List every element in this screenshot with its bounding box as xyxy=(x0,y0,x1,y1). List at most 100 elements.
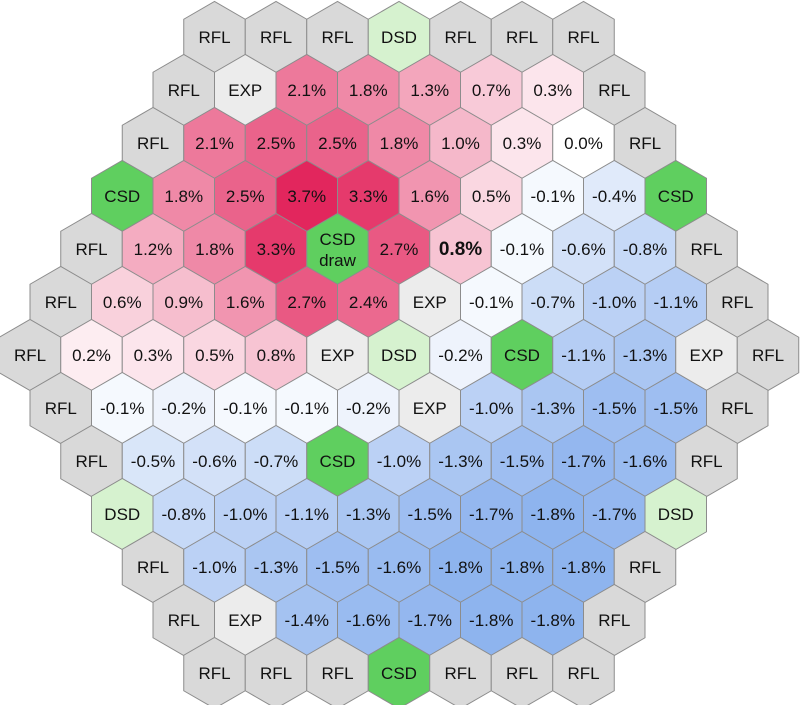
hex-cell-fuel: 0.3% xyxy=(521,53,584,127)
hex-cell-fuel: 2.5% xyxy=(306,106,369,180)
hex-label: EXP xyxy=(320,346,354,365)
hex-label: CSD xyxy=(320,452,356,471)
hex-label: 0.8% xyxy=(439,239,482,260)
hex-cell-fuel: -0.8% xyxy=(152,477,215,551)
hex-cell-fuel: -0.1% xyxy=(91,371,154,445)
hex-label: 2.5% xyxy=(318,134,357,153)
hex-label: RFL xyxy=(45,293,77,312)
hex-label: RFL xyxy=(444,664,476,683)
hex-cell-fuel: 2.5% xyxy=(214,159,277,233)
hex-cell-fuel: 1.8% xyxy=(337,53,400,127)
hex-label: -0.1% xyxy=(469,293,513,312)
hex-label: -0.2% xyxy=(162,399,206,418)
hex-label: RFL xyxy=(444,28,476,47)
hex-label: RFL xyxy=(168,611,200,630)
hex-cell-reflector: RFL xyxy=(490,0,554,74)
hex-label: -1.5% xyxy=(654,399,698,418)
hex-cell-dsd: DSD xyxy=(367,318,431,392)
hex-label: RFL xyxy=(506,664,538,683)
hex-label: 2.1% xyxy=(287,81,326,100)
hex-cell-dsd: DSD xyxy=(91,477,154,551)
hex-label: CSD xyxy=(658,187,694,206)
hex-label: -1.8% xyxy=(500,558,544,577)
hex-label: 2.7% xyxy=(380,240,419,259)
hex-cell-fuel: 0.9% xyxy=(152,265,215,339)
hex-label: RFL xyxy=(690,452,722,471)
hex-label: 3.3% xyxy=(257,240,296,259)
hex-label: -0.2% xyxy=(346,399,390,418)
hex-cell-reflector: RFL xyxy=(675,212,738,286)
hex-label: 3.3% xyxy=(349,187,388,206)
hex-label: -0.6% xyxy=(192,452,236,471)
hex-label: RFL xyxy=(260,28,292,47)
hex-cell-fuel: -0.7% xyxy=(521,265,584,339)
hex-label: -1.3% xyxy=(254,558,298,577)
hex-cell-fuel: 1.6% xyxy=(214,265,277,339)
hex-cell-fuel: -1.3% xyxy=(429,424,492,498)
hex-label: 0.6% xyxy=(103,293,142,312)
hex-label: RFL xyxy=(260,664,292,683)
hex-label: -0.1% xyxy=(100,399,144,418)
hex-label: 0.0% xyxy=(564,134,603,153)
hex-label: -1.5% xyxy=(408,505,452,524)
hex-label: -1.8% xyxy=(531,611,575,630)
hex-cell-fuel: -0.6% xyxy=(183,424,246,498)
hex-cell-fuel: -0.1% xyxy=(460,265,523,339)
hex-label: CSD xyxy=(504,346,540,365)
hex-label: -1.7% xyxy=(561,452,605,471)
hex-label: RFL xyxy=(598,611,630,630)
hex-cell-reflector: RFL xyxy=(244,636,308,705)
hex-label: 1.8% xyxy=(164,187,203,206)
hex-label: RFL xyxy=(598,81,630,100)
hex-label: 1.8% xyxy=(349,81,388,100)
hex-label: DSD xyxy=(381,346,417,365)
hex-label: DSD xyxy=(658,505,694,524)
hex-cell-reflector: RFL xyxy=(552,636,615,705)
hex-label: -1.6% xyxy=(377,558,421,577)
hex-cell-fuel: -1.8% xyxy=(552,530,615,604)
hex-label: -0.1% xyxy=(500,240,544,259)
hex-cell-fuel: 0.2% xyxy=(60,318,123,392)
hex-cell-fuel: -1.5% xyxy=(306,530,369,604)
hex-label: -1.6% xyxy=(623,452,667,471)
hex-label: RFL xyxy=(629,558,661,577)
hex-cell-fuel: -0.1% xyxy=(275,371,338,445)
hex-cell-reflector: RFL xyxy=(613,530,677,604)
hex-label: RFL xyxy=(752,346,784,365)
hex-cell-fuel: 2.7% xyxy=(275,265,338,339)
hex-label: 0.8% xyxy=(257,346,296,365)
hex-cell-fuel: 1.8% xyxy=(152,159,215,233)
hex-label: -1.8% xyxy=(531,505,575,524)
hex-label: RFL xyxy=(14,346,46,365)
hex-cell-fuel: -0.2% xyxy=(152,371,215,445)
hex-cell-fuel: -1.0% xyxy=(367,424,431,498)
hex-label: -1.4% xyxy=(285,611,329,630)
hex-label: -0.4% xyxy=(592,187,636,206)
hex-label: RFL xyxy=(198,28,230,47)
hex-cell-reflector: RFL xyxy=(706,371,769,445)
hex-cell-fuel: -1.7% xyxy=(552,424,615,498)
hex-label: -0.7% xyxy=(531,293,575,312)
hex-cell-fuel: -1.0% xyxy=(183,530,246,604)
hex-label: RFL xyxy=(567,664,599,683)
hex-label: -1.0% xyxy=(223,505,267,524)
hex-cell-fuel: -1.0% xyxy=(583,265,646,339)
hex-label: 2.5% xyxy=(257,134,296,153)
hex-cell-csd: CSD xyxy=(490,318,554,392)
hex-label: 0.9% xyxy=(164,293,203,312)
hex-cell-fuel: -1.6% xyxy=(367,530,431,604)
hex-cell-reflector: RFL xyxy=(706,265,769,339)
hex-label: EXP xyxy=(413,293,447,312)
hex-cell-csd: CSD xyxy=(367,636,431,705)
hex-label: 1.0% xyxy=(441,134,480,153)
hex-label: -1.0% xyxy=(192,558,236,577)
hex-label: RFL xyxy=(567,28,599,47)
hex-label: RFL xyxy=(506,28,538,47)
hex-label: RFL xyxy=(721,399,753,418)
hex-cell-reflector: RFL xyxy=(429,636,492,705)
hex-cell-fuel: 0.6% xyxy=(91,265,154,339)
hex-label: -1.5% xyxy=(500,452,544,471)
hex-cell-fuel: -1.3% xyxy=(613,318,677,392)
hex-cell-fuel: 0.8% xyxy=(244,318,308,392)
